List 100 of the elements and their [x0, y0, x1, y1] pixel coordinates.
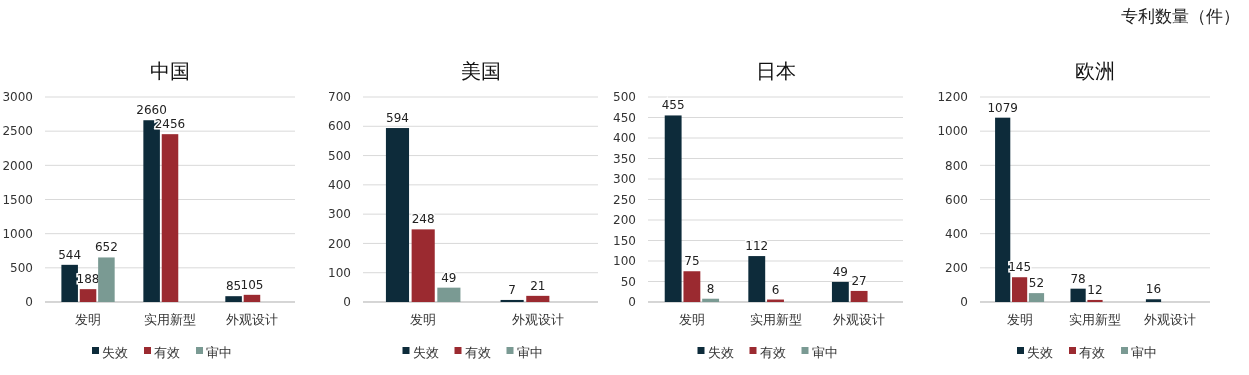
legend-label: 有效: [1079, 344, 1105, 360]
x-tick-label: 外观设计: [833, 312, 886, 327]
data-label: 27: [851, 273, 867, 288]
bar: [437, 287, 461, 302]
data-label: 49: [832, 264, 849, 279]
bar: [748, 256, 766, 302]
bar: [664, 115, 682, 302]
y-tick-label: 300: [613, 172, 636, 187]
chart-title: 欧洲: [1075, 59, 1115, 83]
y-tick-label: 1200: [937, 90, 968, 105]
y-tick-label: 150: [613, 233, 636, 248]
y-tick-label: 1000: [2, 226, 33, 241]
legend-label: 失效: [707, 344, 734, 360]
y-tick-label: 500: [10, 261, 33, 276]
y-tick-label: 100: [328, 265, 351, 280]
y-tick-label: 700: [328, 90, 351, 105]
y-tick-label: 400: [613, 131, 636, 146]
y-tick-label: 300: [328, 207, 351, 222]
y-tick-label: 350: [613, 151, 636, 166]
data-label: 455: [661, 98, 685, 113]
x-tick-label: 实用新型: [144, 312, 196, 327]
data-label: 188: [76, 272, 100, 287]
y-tick-label: 200: [613, 213, 636, 228]
x-tick-label: 外观设计: [1144, 312, 1197, 327]
data-label: 1079: [987, 100, 1018, 115]
y-tick-label: 250: [613, 192, 636, 207]
chart-title: 美国: [460, 59, 501, 83]
bar: [385, 128, 410, 302]
y-tick-label: 1000: [937, 124, 968, 139]
x-tick-label: 发明: [1006, 312, 1033, 327]
data-label: 12: [1087, 282, 1103, 297]
data-label: 16: [1145, 282, 1162, 297]
bar: [850, 290, 868, 302]
data-label: 7: [508, 282, 516, 297]
bar: [683, 271, 701, 302]
bar: [1011, 277, 1028, 302]
data-label: 85: [225, 279, 242, 294]
legend-label: 审中: [516, 344, 543, 360]
data-label: 8: [706, 281, 715, 296]
y-tick-label: 0: [25, 295, 33, 310]
x-tick-label: 外观设计: [511, 312, 564, 327]
data-label: 6: [771, 282, 780, 297]
y-tick-label: 50: [620, 274, 636, 289]
y-tick-label: 100: [613, 254, 636, 269]
legend-label: 失效: [1027, 344, 1053, 360]
data-label: 21: [530, 278, 546, 293]
y-tick-label: 600: [945, 192, 968, 207]
x-tick-label: 发明: [410, 312, 437, 327]
bar: [500, 299, 524, 302]
legend-label: 审中: [206, 344, 232, 360]
data-label: 49: [441, 270, 457, 285]
x-tick-label: 实用新型: [1069, 312, 1121, 327]
y-tick-label: 0: [628, 295, 636, 310]
data-label: 112: [745, 239, 769, 254]
y-tick-label: 1500: [2, 192, 33, 207]
y-tick-label: 500: [613, 90, 636, 105]
legend-label: 审中: [1131, 344, 1157, 360]
bar: [98, 257, 115, 302]
chart-title: 中国: [150, 59, 190, 83]
text: 专利数量（件）: [1121, 6, 1240, 26]
y-tick-label: 200: [945, 261, 968, 276]
bar: [243, 294, 261, 302]
legend-label: 失效: [412, 344, 439, 360]
x-tick-label: 实用新型: [749, 312, 802, 327]
data-label: 594: [386, 111, 409, 126]
y-tick-label: 0: [960, 295, 968, 310]
legend-label: 有效: [759, 344, 786, 360]
y-tick-label: 0: [343, 295, 351, 310]
bar: [831, 281, 849, 302]
data-label: 52: [1028, 276, 1045, 291]
y-tick-label: 2500: [2, 124, 33, 139]
legend-label: 有效: [154, 344, 180, 360]
x-tick-label: 外观设计: [225, 312, 278, 327]
data-label: 652: [94, 240, 118, 255]
data-label: 78: [1070, 271, 1086, 286]
legend-label: 审中: [811, 344, 838, 360]
x-tick-label: 发明: [75, 312, 102, 327]
y-tick-label: 400: [328, 178, 351, 193]
y-tick-label: 800: [945, 158, 968, 173]
y-tick-label: 3000: [2, 90, 33, 105]
bar: [1028, 293, 1045, 302]
legend-label: 失效: [102, 344, 128, 360]
y-tick-label: 200: [328, 236, 351, 251]
y-tick-label: 500: [328, 148, 351, 163]
y-tick-label: 600: [328, 119, 351, 134]
data-label: 2660: [136, 103, 167, 118]
bar: [1087, 299, 1103, 302]
bar: [161, 134, 179, 302]
bar: [411, 229, 435, 302]
bar: [225, 296, 242, 302]
legend-label: 有效: [464, 344, 491, 360]
x-tick-label: 发明: [678, 312, 705, 327]
bar: [1145, 299, 1162, 302]
y-tick-label: 400: [945, 226, 968, 241]
bar: [702, 298, 720, 302]
data-label: 544: [58, 247, 82, 262]
data-label: 105: [240, 277, 264, 292]
bar: [1070, 288, 1086, 302]
y-tick-label: 2000: [2, 158, 33, 173]
chart-title: 日本: [755, 59, 796, 83]
